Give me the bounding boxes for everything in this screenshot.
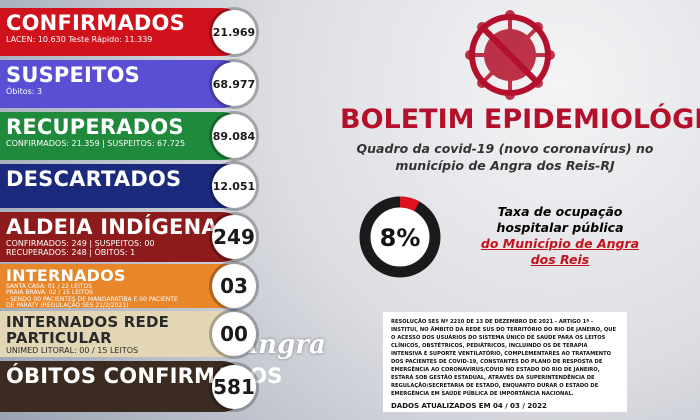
virus-icon: [465, 10, 555, 100]
occupancy-label: 8%: [380, 224, 421, 252]
occupancy-donut: 8%: [359, 196, 441, 278]
panel-detail: DE PARATY (REGULAÇÃO SES 21/2/2021): [6, 301, 129, 309]
panel-badge: 00: [212, 312, 256, 356]
panel-detail: CONFIRMADOS: 249 | SUSPEITOS: 00: [6, 239, 155, 248]
panel-badge: 68.977: [212, 62, 256, 106]
stat-panel: SUSPEITOS Óbitos: 3 68.977: [0, 60, 256, 108]
panel-title: DESCARTADOS: [6, 167, 182, 191]
resolution-text: RESOLUÇÃO SES Nº 2210 DE 13 DE DEZEMBRO …: [391, 319, 617, 397]
panel-badge: 89.084: [212, 114, 256, 158]
panel-detail: Óbitos: 3: [6, 87, 43, 96]
caption-place: do Município de Angra dos Reis: [480, 236, 640, 267]
title: BOLETIM EPIDEMIOLÓGICO: [340, 104, 700, 135]
panel-detail: - SENDO 00 PACIENTES DE MANGARATIBA E 00…: [6, 295, 178, 303]
stat-panel: INTERNADOS SANTA CASA: 01 / 22 LEITOS PRAI…: [0, 264, 256, 309]
stat-panel: RECUPERADOS CONFIRMADOS: 21.359 | SUSPEIT…: [0, 112, 256, 160]
stat-panel: CONFIRMADOS LACEN: 10.630 Teste Rápido: 1…: [0, 8, 256, 56]
panel-title: RECUPERADOS: [6, 115, 184, 139]
occupancy-caption: Taxa de ocupação hospitalar pública do M…: [480, 204, 640, 268]
panel-title: ALDEIA INDÍGENA: [6, 215, 218, 239]
stat-panel: INTERNADOS REDE PARTICULAR UNIMED LITORAL…: [0, 311, 256, 357]
updated-date: DADOS ATUALIZADOS EM 04 / 03 / 2022: [391, 402, 547, 410]
panel-badge: 03: [212, 264, 256, 308]
stat-panel: ÓBITOS CONFIRMADOS 581: [0, 361, 283, 412]
stat-panel: ALDEIA INDÍGENA CONFIRMADOS: 249 | SUSPEI…: [0, 212, 256, 262]
panel-badge: 12.051: [212, 164, 256, 208]
panel-detail: UNIMED LITORAL: 00 / 15 LEITOS: [6, 346, 139, 355]
panel-detail: CONFIRMADOS: 21.359 | SUSPEITOS: 67.725: [6, 139, 186, 148]
resolution-box: RESOLUÇÃO SES Nº 2210 DE 13 DE DEZEMBRO …: [383, 312, 627, 412]
caption-text: Taxa de ocupação hospitalar pública: [496, 204, 624, 235]
panel-title: INTERNADOS: [6, 266, 126, 285]
panel-detail: SANTA CASA: 01 / 22 LEITOS: [6, 283, 92, 290]
panel-title: INTERNADOS REDE PARTICULAR: [6, 313, 170, 347]
panel-detail: PRAIA BRAVA: 02 / 15 LEITOS: [6, 289, 93, 297]
panel-title: CONFIRMADOS: [6, 11, 185, 35]
panel-badge: 581: [212, 364, 256, 409]
panel-title: ÓBITOS CONFIRMADOS: [6, 364, 283, 388]
subtitle: Quadro da covid-19 (novo coronavírus) no…: [356, 141, 654, 173]
stat-panel: DESCARTADOS 12.051: [0, 164, 256, 208]
occupancy-arc: [399, 196, 420, 212]
panel-detail: LACEN: 10.630 Teste Rápido: 11.339: [6, 35, 153, 44]
panel-detail: RECUPERADOS: 248 | ÓBITOS: 1: [6, 248, 136, 257]
panel-badge: 21.969: [212, 10, 256, 54]
panel-badge: 249: [212, 215, 256, 259]
panel-title: SUSPEITOS: [6, 63, 140, 87]
